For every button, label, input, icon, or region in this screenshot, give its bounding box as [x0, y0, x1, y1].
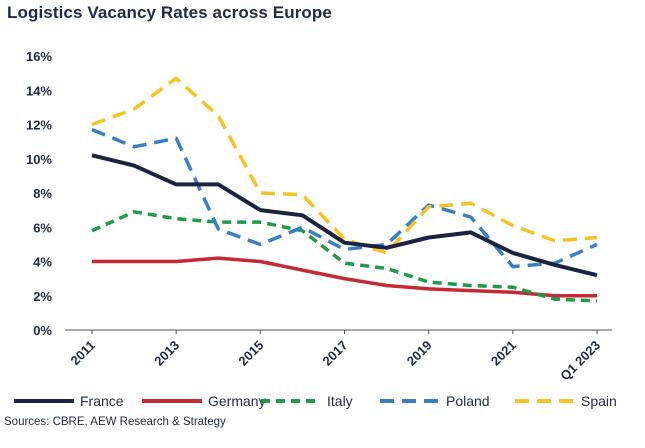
- y-tick-label: 0%: [33, 323, 52, 338]
- legend-label-italy: Italy: [327, 393, 353, 409]
- series-line-spain: [91, 76, 598, 255]
- legend-label-spain: Spain: [581, 393, 617, 409]
- x-tick-label: 2021: [488, 338, 519, 369]
- legend-label-germany: Germany: [208, 393, 266, 409]
- legend-label-poland: Poland: [446, 393, 490, 409]
- x-tick-label: Q1 2023: [557, 338, 603, 384]
- y-tick-label: 8%: [33, 186, 52, 201]
- x-tick-label: 2013: [151, 338, 182, 369]
- x-tick-label: 2017: [320, 338, 351, 369]
- x-axis-ticks: 2011 2013 2015 2017 2019 2021 Q1 2023: [68, 330, 603, 384]
- x-tick-label: 2011: [68, 338, 99, 369]
- x-tick-label: 2019: [404, 338, 435, 369]
- y-tick-label: 6%: [33, 220, 52, 235]
- series-line-france: [91, 153, 598, 278]
- source-note: Sources: CBRE, AEW Research & Strategy: [4, 416, 226, 428]
- y-tick-label: 12%: [26, 118, 52, 133]
- chart-title: Logistics Vacancy Rates across Europe: [7, 3, 332, 22]
- legend: France Germany Italy Poland Spain: [14, 393, 617, 409]
- y-tick-label: 10%: [26, 152, 52, 167]
- y-tick-label: 16%: [26, 49, 52, 64]
- series-lines: [91, 76, 598, 303]
- y-axis-ticks: 0% 2% 4% 6% 8% 10% 12% 14% 16%: [26, 49, 52, 338]
- series-line-italy: [91, 210, 598, 303]
- series-line-poland: [91, 127, 598, 269]
- y-tick-label: 2%: [33, 289, 52, 304]
- legend-label-france: France: [80, 393, 124, 409]
- y-tick-label: 4%: [33, 255, 52, 270]
- y-tick-label: 14%: [26, 83, 52, 98]
- series-line-germany: [92, 256, 597, 298]
- x-tick-label: 2015: [235, 338, 266, 369]
